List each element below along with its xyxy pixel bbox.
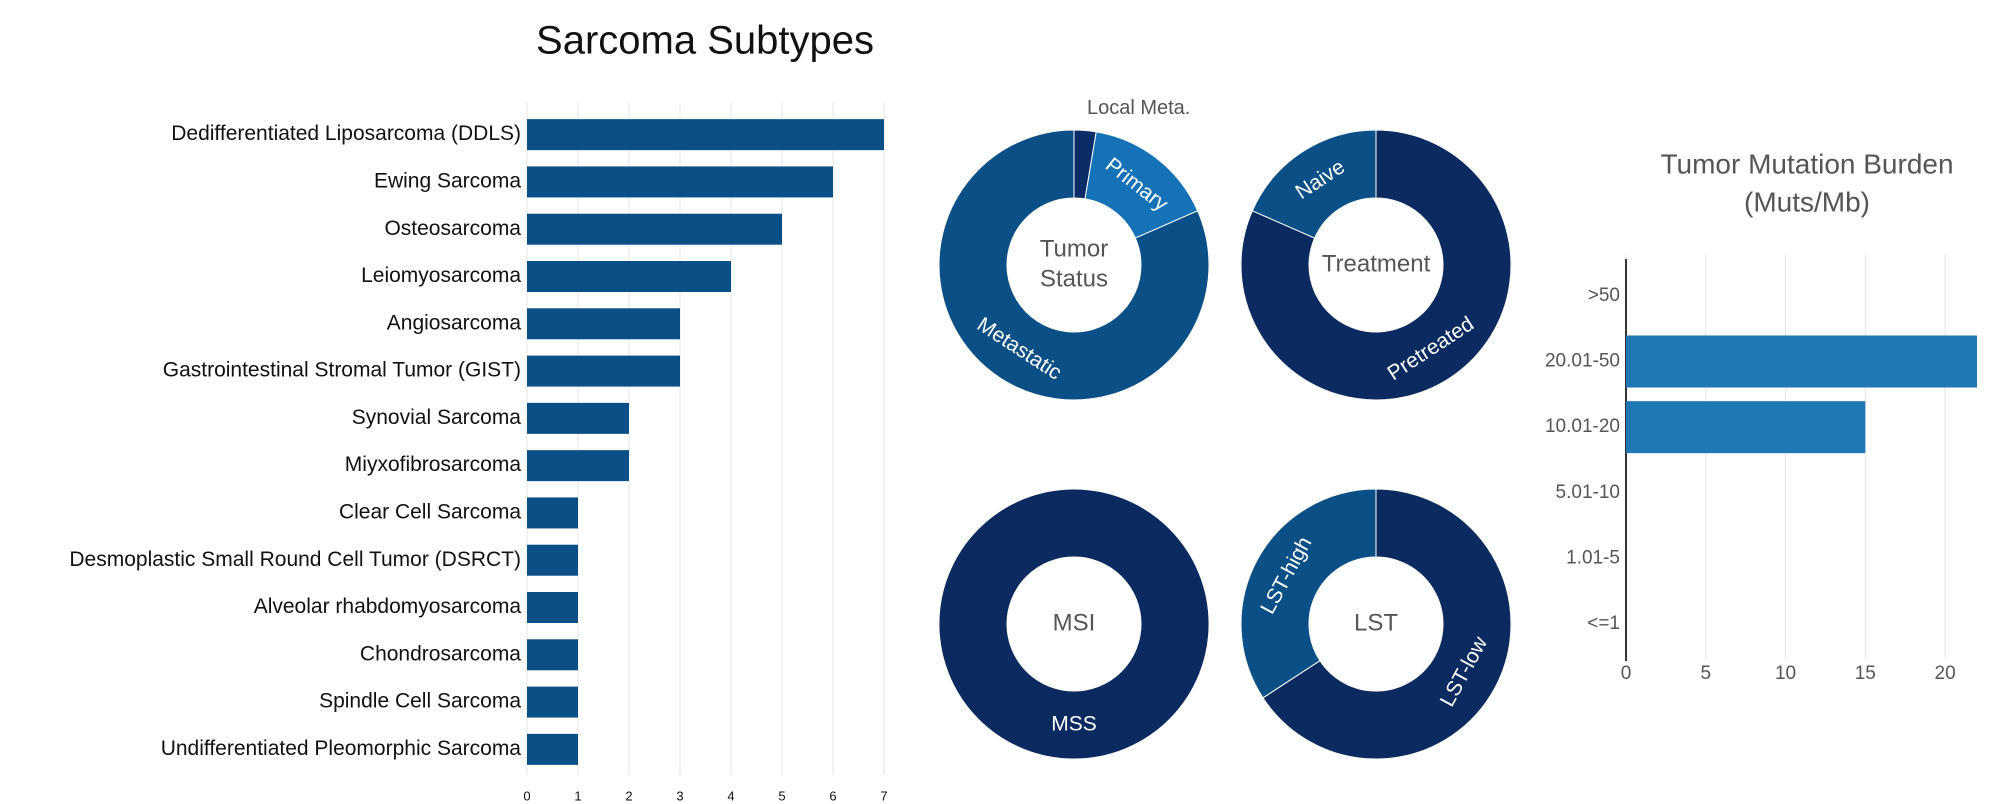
bar — [527, 450, 629, 482]
y-tick-label: Miyxofibrosarcoma — [345, 453, 522, 476]
y-tick-label: Synovial Sarcoma — [352, 406, 522, 429]
x-tick-label: 15 — [1855, 663, 1876, 684]
bar — [527, 544, 578, 576]
x-tick-label: 6 — [829, 788, 836, 803]
bar — [527, 686, 578, 718]
y-tick-label: >50 — [1588, 285, 1620, 306]
y-tick-label: Angiosarcoma — [387, 311, 522, 334]
y-tick-label: Leiomyosarcoma — [361, 264, 521, 287]
x-tick-label: 2 — [625, 788, 632, 803]
bar — [1626, 335, 1977, 388]
y-tick-label: Spindle Cell Sarcoma — [319, 690, 521, 713]
y-tick-label: Desmoplastic Small Round Cell Tumor (DSR… — [69, 548, 521, 571]
x-tick-label: 3 — [676, 788, 683, 803]
bar — [527, 355, 680, 387]
x-tick-label: 20 — [1935, 663, 1956, 684]
donut-slice — [1240, 488, 1377, 699]
center-label: LST — [1354, 609, 1398, 636]
bar — [527, 639, 578, 671]
y-tick-label: Gastrointestinal Stromal Tumor (GIST) — [163, 359, 521, 382]
center-label: Treatment — [1322, 250, 1431, 277]
center-label: Tumor — [1040, 235, 1108, 262]
bar — [527, 402, 629, 434]
bar — [527, 213, 782, 245]
y-tick-label: Chondrosarcoma — [360, 642, 521, 665]
donut-slice — [938, 129, 1210, 401]
x-tick-label: 4 — [727, 788, 734, 803]
y-tick-label: Dedifferentiated Liposarcoma (DDLS) — [171, 122, 521, 145]
x-tick-label: 10 — [1775, 663, 1796, 684]
bar — [527, 592, 578, 623]
bar — [527, 497, 578, 529]
slice-label: Local Meta. — [1087, 97, 1190, 119]
y-tick-label: 10.01-20 — [1545, 416, 1620, 437]
bar — [527, 261, 731, 292]
x-tick-label: 5 — [778, 788, 785, 803]
y-tick-label: Osteosarcoma — [384, 217, 521, 240]
donut-slice — [1262, 488, 1512, 760]
donut-slice — [1251, 129, 1377, 239]
x-tick-label: 1 — [574, 788, 581, 803]
y-tick-label: Undifferentiated Pleomorphic Sarcoma — [161, 737, 522, 760]
y-tick-label: 5.01-10 — [1556, 482, 1620, 503]
x-tick-label: 7 — [880, 788, 887, 803]
donut-slice — [938, 488, 1210, 760]
chart-title: (Muts/Mb) — [1744, 186, 1870, 217]
donut-slice — [1240, 129, 1512, 401]
x-tick-label: 5 — [1700, 663, 1711, 684]
x-tick-label: 0 — [1621, 663, 1632, 684]
y-tick-label: 20.01-50 — [1545, 351, 1620, 372]
bar — [527, 119, 884, 151]
chart-title: Sarcoma Subtypes — [536, 19, 874, 63]
bar — [527, 733, 578, 765]
center-label: MSI — [1053, 609, 1096, 636]
y-tick-label: 1.01-5 — [1566, 548, 1620, 569]
y-tick-label: Clear Cell Sarcoma — [339, 500, 521, 523]
y-tick-label: <=1 — [1587, 613, 1620, 634]
x-tick-label: 0 — [523, 788, 530, 803]
chart-title: Tumor Mutation Burden — [1660, 148, 1953, 179]
bar — [527, 308, 680, 340]
bar — [527, 166, 833, 198]
y-tick-label: Alveolar rhabdomyosarcoma — [254, 595, 522, 618]
y-tick-label: Ewing Sarcoma — [374, 169, 521, 192]
center-label: Status — [1040, 265, 1108, 292]
slice-label: MSS — [1051, 713, 1097, 736]
bar — [1626, 401, 1866, 454]
